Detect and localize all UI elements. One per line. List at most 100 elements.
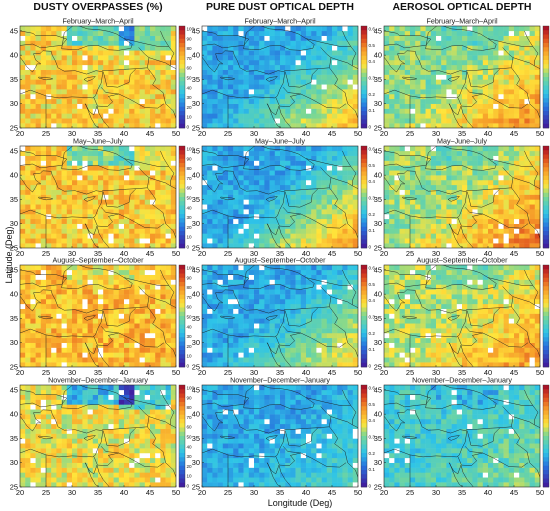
grid-cell <box>425 84 432 90</box>
grid-cell <box>20 362 26 367</box>
grid-cell <box>108 284 114 290</box>
grid-cell <box>35 60 42 66</box>
grid-cell <box>25 118 31 124</box>
grid-cell <box>254 238 260 244</box>
season-title: May–June–July <box>437 137 487 146</box>
grid-cell <box>222 165 229 171</box>
grid-cell <box>124 342 130 348</box>
grid-cell <box>170 55 176 61</box>
grid-cell <box>46 155 52 161</box>
grid-cell <box>66 223 73 229</box>
grid-cell <box>415 50 421 56</box>
grid-cell <box>35 40 42 46</box>
grid-cell <box>446 243 452 248</box>
grid-cell <box>404 94 411 100</box>
grid-cell <box>280 98 286 104</box>
grid-cell <box>430 98 437 104</box>
grid-cell <box>87 64 94 70</box>
grid-cell <box>98 308 104 314</box>
grid-cell <box>61 294 68 300</box>
grid-cell <box>35 194 42 200</box>
grid-cell <box>155 79 161 85</box>
grid-cell <box>72 94 78 100</box>
grid-cell <box>274 108 281 114</box>
grid-cell <box>254 30 260 36</box>
grid-cell <box>35 347 42 353</box>
grid-cell <box>144 347 151 353</box>
grid-cell <box>264 184 270 190</box>
grid-cell <box>389 79 395 85</box>
grid-cell <box>66 289 73 295</box>
grid-cell <box>493 98 499 104</box>
grid-cell <box>66 35 73 41</box>
grid-cell <box>113 238 120 244</box>
grid-cell <box>462 98 468 104</box>
grid-cell <box>207 243 213 248</box>
grid-cell <box>524 214 530 220</box>
grid-cell <box>420 84 426 90</box>
grid-cell <box>332 79 338 85</box>
grid-cell <box>259 45 265 51</box>
grid-cell <box>51 84 57 90</box>
grid-cell <box>524 184 530 190</box>
grid-cell <box>165 323 172 329</box>
grid-cell <box>290 150 296 156</box>
grid-cell <box>61 362 68 367</box>
y-tick-label: 45 <box>10 265 18 274</box>
grid-cell <box>503 175 510 181</box>
grid-cell <box>254 204 260 210</box>
grid-cell <box>482 26 489 32</box>
colorbar-segment <box>543 209 549 215</box>
grid-cell <box>384 194 390 200</box>
grid-cell <box>155 123 161 128</box>
grid-cell <box>472 35 478 41</box>
grid-cell <box>462 74 468 80</box>
grid-cell <box>40 175 47 181</box>
grid-cell <box>233 108 239 114</box>
border-line <box>275 217 280 227</box>
grid-cell <box>488 108 494 114</box>
grid-cell <box>534 94 540 100</box>
grid-cell <box>217 60 224 66</box>
grid-cell <box>72 98 78 104</box>
grid-cell <box>35 313 42 319</box>
border-line <box>278 106 292 128</box>
grid-cell <box>160 184 166 190</box>
grid-cell <box>150 303 156 309</box>
colorbar-segment <box>543 158 549 164</box>
grid-cell <box>212 113 218 119</box>
grid-cell <box>420 89 426 95</box>
grid-cell <box>342 74 348 80</box>
colorbar-segment <box>179 265 185 270</box>
grid-cell <box>30 55 36 61</box>
grid-cell <box>25 55 31 61</box>
grid-cell <box>451 30 458 36</box>
grid-cell <box>165 313 172 319</box>
grid-cell <box>35 265 42 271</box>
grid-cell <box>280 209 286 215</box>
grid-cell <box>87 55 94 61</box>
grid-cell <box>425 118 432 124</box>
grid-cell <box>207 98 213 104</box>
grid-cell <box>35 180 42 186</box>
x-tick-label: 50 <box>536 129 544 138</box>
grid-cell <box>217 209 224 215</box>
grid-cell <box>202 180 208 186</box>
grid-cell <box>217 79 224 85</box>
grid-cell <box>243 69 250 75</box>
grid-cell <box>332 94 338 100</box>
grid-cell <box>56 274 62 280</box>
grid-cell <box>113 308 120 314</box>
grid-cell <box>488 233 494 239</box>
grid-cell <box>134 299 140 305</box>
grid-cell <box>82 233 88 239</box>
grid-cell <box>82 108 88 114</box>
grid-cell <box>436 118 442 124</box>
grid-cell <box>248 228 255 234</box>
colorbar-segment <box>543 85 549 91</box>
grid-cell <box>436 180 442 186</box>
border-line <box>20 89 93 99</box>
colorbar-segment <box>361 81 367 86</box>
grid-cell <box>87 184 94 190</box>
grid-cell <box>389 160 395 166</box>
